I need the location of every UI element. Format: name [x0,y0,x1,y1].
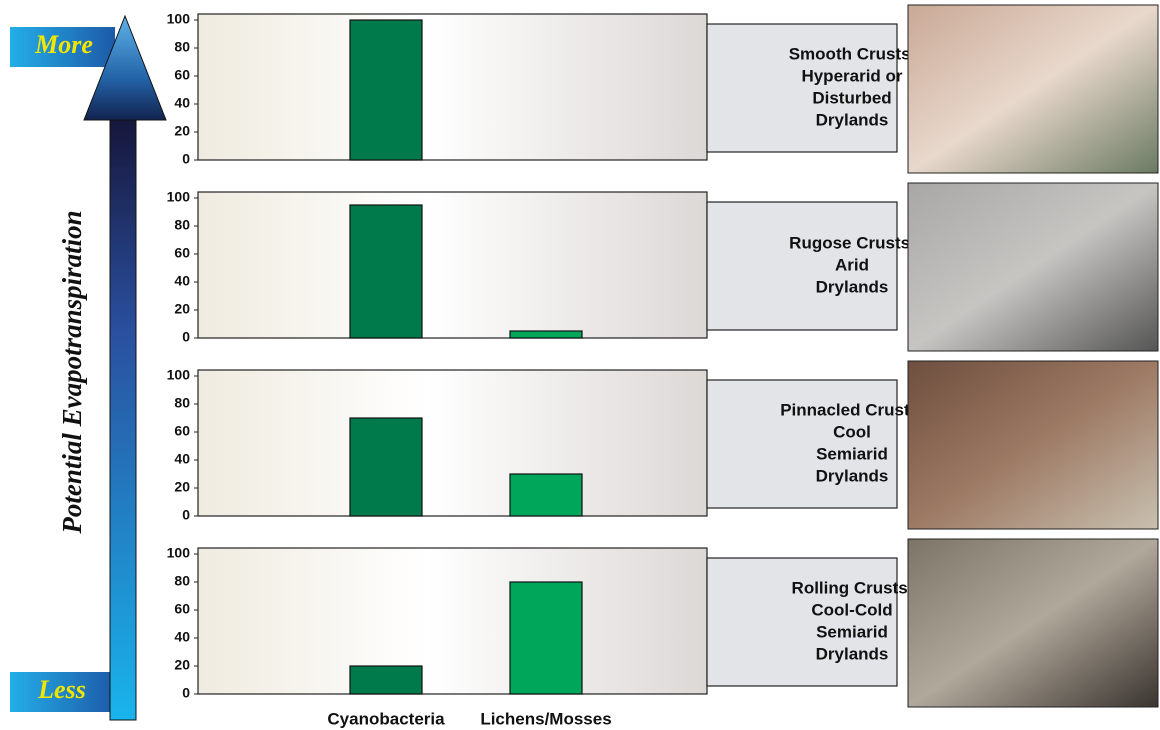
y-tick-label: 0 [182,507,190,523]
y-tick-label: 60 [174,601,190,617]
plot-area [197,191,708,339]
arrow-shaft [109,117,137,721]
panel-label: Drylands [816,644,889,663]
y-tick-label: 20 [174,479,190,495]
panel-label: Pinnacled Crusts, [780,400,924,419]
x-tick-label: Lichens/Mosses [480,709,611,728]
y-tick-label: 0 [182,329,190,345]
plot-area [197,13,708,161]
label-box [706,379,898,509]
axis-title: Potential Evapotranspiration [57,210,87,534]
y-tick-label: 100 [167,189,191,205]
y-tick-label: 60 [174,67,190,83]
y-tick-label: 40 [174,95,190,111]
panel-label: Cool [833,422,871,441]
less-label: Less [37,675,86,704]
y-tick-label: 40 [174,273,190,289]
bar [349,665,423,695]
label-box [706,557,898,687]
label-box [706,23,898,153]
panel-label: Drylands [816,466,889,485]
bar [349,417,423,517]
y-tick-label: 20 [174,123,190,139]
y-tick-label: 100 [167,367,191,383]
panel-label: Drylands [816,110,889,129]
y-tick-label: 0 [182,151,190,167]
panel-label: Disturbed [812,88,891,107]
y-tick-label: 80 [174,573,190,589]
more-tag [10,27,115,67]
panel-label: Drylands [816,277,889,296]
plot-area [197,547,708,695]
y-tick-label: 100 [167,545,191,561]
y-tick-label: 40 [174,451,190,467]
panel-label: Arid [835,255,869,274]
panel-label: Semiarid [816,622,888,641]
y-tick-label: 60 [174,423,190,439]
panel-label: Smooth Crusts, [789,44,916,63]
y-tick-label: 20 [174,657,190,673]
panel-label: Hyperarid or [801,66,902,85]
y-tick-label: 80 [174,39,190,55]
bar [509,330,583,339]
y-tick-label: 40 [174,629,190,645]
more-label: More [34,30,93,59]
photo [907,538,1159,708]
y-tick-label: 100 [167,11,191,27]
photo [907,360,1159,530]
panel-label: Rugose Crusts, [789,233,915,252]
less-tag [10,672,115,712]
bar [349,19,423,161]
photo [907,182,1159,352]
y-tick-label: 60 [174,245,190,261]
bar [509,581,583,695]
panel-label: Cool-Cold [811,600,892,619]
bar [509,473,583,517]
arrow-head [83,14,167,121]
plot-area [197,369,708,517]
x-tick-label: Cyanobacteria [327,709,445,728]
panel-label: Rolling Crusts, [792,578,913,597]
y-tick-label: 80 [174,395,190,411]
y-tick-label: 80 [174,217,190,233]
bar [349,204,423,339]
y-tick-label: 20 [174,301,190,317]
photo [907,4,1159,174]
panel-label: Semiarid [816,444,888,463]
y-tick-label: 0 [182,685,190,701]
label-box [706,201,898,331]
